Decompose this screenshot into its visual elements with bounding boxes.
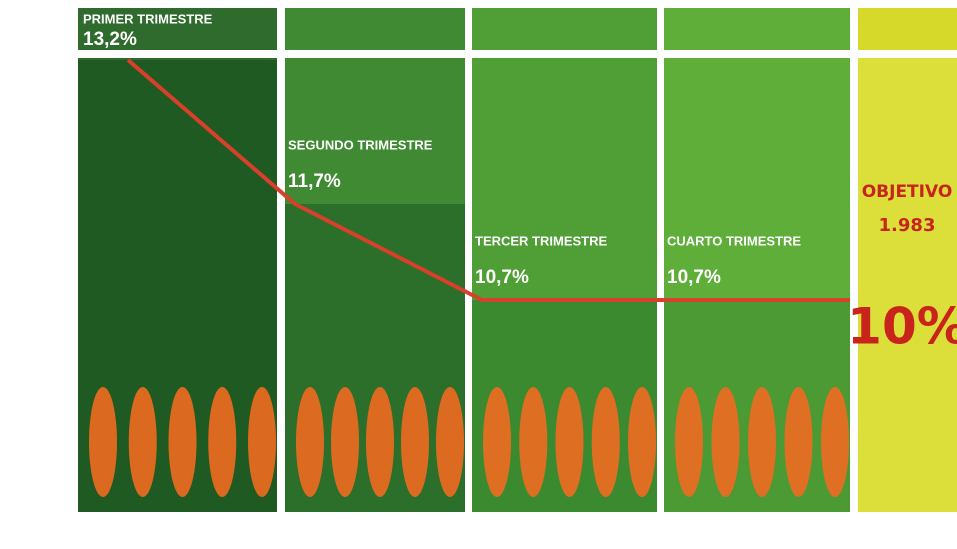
chart: OBJETIVO 1.983 10% PRIMER TRIMESTRE 13,2%… bbox=[0, 0, 957, 549]
figure bbox=[366, 387, 394, 497]
objective-header bbox=[858, 8, 957, 50]
figure bbox=[556, 387, 584, 497]
objective-value: 10% bbox=[847, 298, 957, 356]
figure bbox=[331, 387, 359, 497]
upper-panel bbox=[472, 58, 657, 300]
figure bbox=[436, 387, 464, 497]
upper-panel bbox=[664, 58, 850, 300]
figure bbox=[483, 387, 511, 497]
figure bbox=[89, 387, 117, 497]
figure bbox=[208, 387, 236, 497]
category-label: TERCER TRIMESTRE bbox=[475, 233, 608, 248]
page: {"chart_data": {"type": "line", "categor… bbox=[0, 0, 957, 549]
objective-column bbox=[858, 58, 957, 512]
figure bbox=[129, 387, 157, 497]
objective-label: OBJETIVO bbox=[862, 182, 953, 202]
value-label: 11,7% bbox=[288, 171, 341, 192]
figure bbox=[785, 387, 813, 497]
figure bbox=[748, 387, 776, 497]
figure bbox=[296, 387, 324, 497]
category-label: CUARTO TRIMESTRE bbox=[667, 233, 801, 248]
figure bbox=[401, 387, 429, 497]
header-cell bbox=[664, 8, 850, 50]
header-cell bbox=[285, 8, 465, 50]
figure bbox=[169, 387, 197, 497]
value-label: 10,7% bbox=[667, 267, 721, 288]
figure bbox=[519, 387, 547, 497]
objective-year: 1.983 bbox=[879, 215, 936, 236]
category-label: SEGUNDO TRIMESTRE bbox=[288, 137, 433, 152]
figure bbox=[248, 387, 276, 497]
figure bbox=[675, 387, 703, 497]
figure bbox=[628, 387, 656, 497]
header-cell bbox=[472, 8, 657, 50]
value-label: 10,7% bbox=[475, 267, 529, 288]
upper-panel bbox=[78, 58, 277, 60]
figure bbox=[821, 387, 849, 497]
figure bbox=[712, 387, 740, 497]
category-label: PRIMER TRIMESTRE bbox=[83, 11, 213, 26]
figure bbox=[592, 387, 620, 497]
value-label: 13,2% bbox=[83, 29, 137, 50]
